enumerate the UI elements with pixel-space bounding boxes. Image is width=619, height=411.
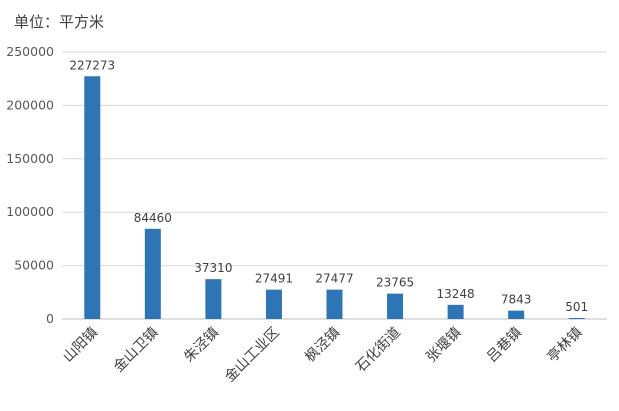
x-category-label: 朱泾镇 [181, 325, 222, 366]
bar [387, 293, 404, 319]
data-label: 7843 [501, 293, 532, 307]
data-label: 13248 [437, 287, 475, 301]
unit-label: 单位：平方米 [14, 13, 104, 31]
y-tick-label: 250000 [6, 44, 54, 59]
bar [265, 289, 282, 319]
bar [205, 279, 222, 319]
data-label: 27491 [255, 272, 293, 286]
data-label: 23765 [376, 276, 414, 290]
x-category-label: 山阳镇 [60, 325, 101, 366]
bar [508, 310, 525, 319]
y-tick-label: 100000 [6, 204, 54, 219]
data-label: 37310 [194, 261, 232, 275]
y-tick-label: 0 [46, 311, 54, 326]
data-label: 27477 [315, 272, 353, 286]
bars [84, 76, 585, 320]
data-labels: 227273 84460 37310 27491 27477 23765 13248 7843… [69, 58, 588, 314]
bar [84, 76, 101, 320]
bar [326, 289, 343, 319]
bar [447, 304, 464, 319]
x-category-label: 金山工业区 [222, 325, 283, 386]
data-label: 501 [565, 300, 588, 314]
x-category-label: 枫泾镇 [302, 325, 343, 366]
y-tick-label: 150000 [6, 151, 54, 166]
x-axis-labels: 山阳镇 金山卫镇 朱泾镇 金山工业区 枫泾镇 石化街道 张堰镇 吕巷镇 亭林镇 [60, 324, 585, 386]
data-label: 84460 [134, 211, 172, 225]
y-tick-label: 50000 [14, 258, 54, 273]
y-tick-label: 200000 [6, 97, 54, 112]
data-label: 227273 [69, 58, 115, 72]
x-category-label: 亭林镇 [544, 324, 586, 366]
x-category-label: 吕巷镇 [484, 325, 525, 366]
bar [144, 228, 161, 319]
x-category-label: 张堰镇 [423, 325, 464, 366]
x-category-label: 石化街道 [353, 325, 404, 376]
y-axis-ticks: 0 50000 100000 150000 200000 250000 [6, 44, 54, 326]
x-category-label: 金山卫镇 [111, 325, 162, 376]
bar [568, 318, 585, 319]
